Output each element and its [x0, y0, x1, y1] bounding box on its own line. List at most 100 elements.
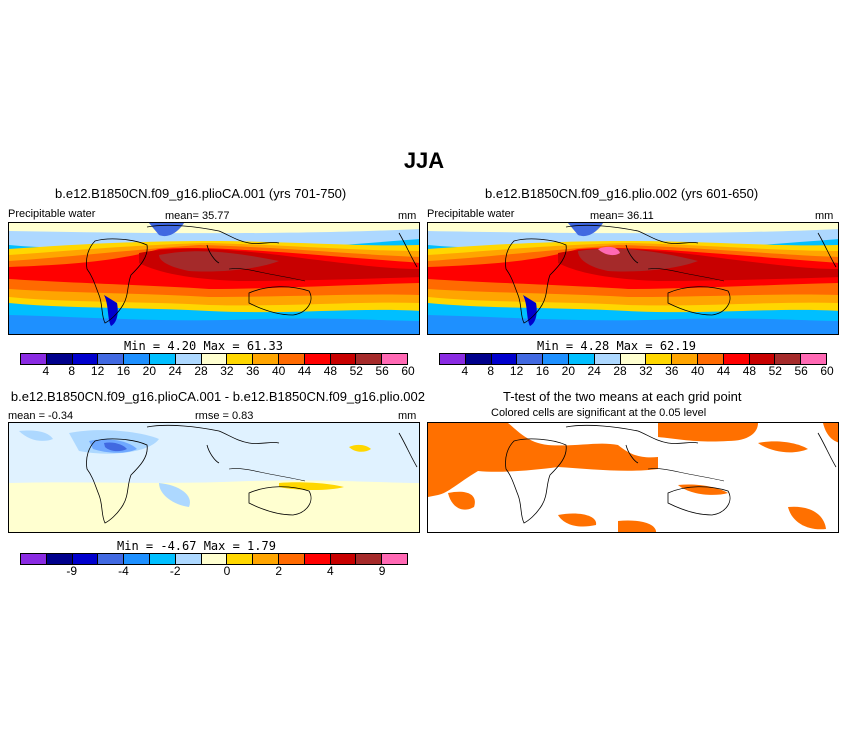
- colorbar-cell: [72, 354, 99, 364]
- colorbar-cell: [21, 554, 47, 564]
- colorbar-cell: [672, 354, 698, 364]
- figure-title: JJA: [403, 148, 445, 173]
- colorbar-cell: [175, 554, 202, 564]
- colorbar-tick-label: 40: [690, 364, 705, 378]
- colorbar-cell: [253, 354, 279, 364]
- colorbar-tick-label: 60: [820, 364, 834, 378]
- colorbar-cell: [356, 554, 383, 564]
- colorbar-tick-label: 32: [639, 364, 653, 378]
- variable-label: Precipitable water: [427, 208, 515, 220]
- colorbar-cell: [278, 554, 305, 564]
- colorbar-cell: [72, 554, 99, 564]
- colorbar-cell: [465, 354, 492, 364]
- colorbar-tick-label: 32: [220, 364, 234, 378]
- colorbar-cell: [124, 554, 150, 564]
- colorbar-cell: [517, 354, 544, 364]
- panel-title-difference: b.e12.B1850CN.f09_g16.plioCA.001 - b.e12…: [0, 389, 425, 404]
- difference-title-text: b.e12.B1850CN.f09_g16.plioCA.001 - b.e12…: [10, 389, 425, 404]
- colorbar-ticks-control: 4 8 12 16 20 24 28 32 36 40 44 48 52 56 60: [0, 364, 848, 380]
- colorbar-cell: [124, 354, 150, 364]
- colorbar-tick-label: 0: [223, 564, 231, 578]
- colorbar-cell: [543, 354, 569, 364]
- colorbar-cell: [304, 554, 331, 564]
- colorbar-tick-label: 40: [271, 364, 286, 378]
- colorbar-tick-label: -2: [169, 564, 181, 578]
- colorbar-tick-label: 56: [375, 364, 389, 378]
- colorbar-control: [439, 353, 827, 365]
- colorbar-cell: [620, 354, 647, 364]
- units-label: mm: [398, 410, 417, 422]
- colorbar-cell: [330, 554, 357, 564]
- colorbar-tick-label: 12: [90, 364, 105, 378]
- colorbar-cell: [46, 354, 73, 364]
- colorbar-tick-label: 2: [275, 564, 282, 578]
- colorbar-cell: [382, 354, 407, 364]
- colorbar-cell: [253, 554, 279, 564]
- colorbar-tick-label: 56: [794, 364, 808, 378]
- colorbar-cell: [440, 354, 466, 364]
- colorbar-cell: [304, 354, 331, 364]
- colorbar-cell: [568, 354, 595, 364]
- ttest-significance-map: [427, 422, 839, 533]
- mean-label: mean= 36.11: [590, 210, 654, 222]
- colorbar-tick-label: 44: [716, 364, 731, 378]
- colorbar-cell: [227, 554, 254, 564]
- ttest-title: T-test of the two means at each grid poi…: [503, 389, 742, 404]
- colorbar-cell: [646, 354, 673, 364]
- variable-label: Precipitable water: [8, 208, 96, 220]
- panel-title-control: b.e12.B1850CN.f09_g16.plio.002 (yrs 601-…: [485, 186, 759, 201]
- colorbar-cell: [201, 554, 228, 564]
- colorbar-tick-label: 20: [561, 364, 576, 378]
- colorbar-cell: [149, 354, 176, 364]
- minmax-label: Min = 4.28 Max = 62.19: [537, 339, 696, 353]
- rmse-label: rmse = 0.83: [195, 410, 254, 422]
- colorbar-tick-label: 52: [349, 364, 363, 378]
- colorbar-cell: [46, 554, 73, 564]
- colorbar-cell: [175, 354, 202, 364]
- colorbar-tick-label: 28: [613, 364, 627, 378]
- colorbar-cell: [723, 354, 750, 364]
- colorbar-tick-label: 24: [168, 364, 182, 378]
- colorbar-tick-label: -9: [66, 564, 78, 578]
- colorbar-cell: [594, 354, 621, 364]
- colorbar-tick-label: 16: [116, 364, 131, 378]
- colorbar-tick-label: 9: [378, 564, 386, 578]
- colorbar-tick-label: 16: [535, 364, 550, 378]
- colorbar-cell: [775, 354, 802, 364]
- colorbar-tick-label: -4: [118, 564, 129, 578]
- colorbar-tick-label: 36: [665, 364, 679, 378]
- colorbar-tick-label: 44: [297, 364, 312, 378]
- difference-map: [8, 422, 420, 533]
- colorbar-tick-label: 4: [327, 564, 334, 578]
- units-label: mm: [815, 210, 834, 222]
- precip-map-case: [8, 222, 420, 335]
- colorbar-tick-label: 24: [587, 364, 601, 378]
- colorbar-tick-label: 36: [246, 364, 260, 378]
- colorbar-tick-label: 20: [142, 364, 157, 378]
- mean-label: mean= 35.77: [165, 210, 230, 222]
- colorbar-cell: [149, 554, 176, 564]
- colorbar-cell: [697, 354, 724, 364]
- colorbar-cell: [98, 354, 125, 364]
- colorbar-case: [20, 353, 408, 365]
- colorbar-tick-label: 12: [509, 364, 524, 378]
- colorbar-cell: [382, 554, 407, 564]
- colorbar-difference: [20, 553, 408, 565]
- colorbar-cell: [201, 354, 228, 364]
- diff-mean-label: mean = -0.34: [8, 410, 74, 422]
- colorbar-ticks-difference: -9 -4 -2 0 2 4 9: [0, 564, 848, 580]
- colorbar-cell: [801, 354, 826, 364]
- colorbar-cell: [21, 354, 47, 364]
- colorbar-cell: [278, 354, 305, 364]
- minmax-label: Min = 4.20 Max = 61.33: [124, 339, 283, 353]
- diff-minmax-label: Min = -4.67 Max = 1.79: [117, 539, 276, 553]
- colorbar-tick-label: 4: [42, 364, 50, 378]
- precip-map-control: [427, 222, 839, 335]
- colorbar-tick-label: 8: [68, 364, 76, 378]
- colorbar-tick-label: 48: [742, 364, 757, 378]
- colorbar-tick-label: 52: [768, 364, 782, 378]
- colorbar-tick-label: 4: [461, 364, 469, 378]
- colorbar-cell: [491, 354, 518, 364]
- colorbar-tick-label: 48: [323, 364, 338, 378]
- colorbar-tick-label: 8: [487, 364, 495, 378]
